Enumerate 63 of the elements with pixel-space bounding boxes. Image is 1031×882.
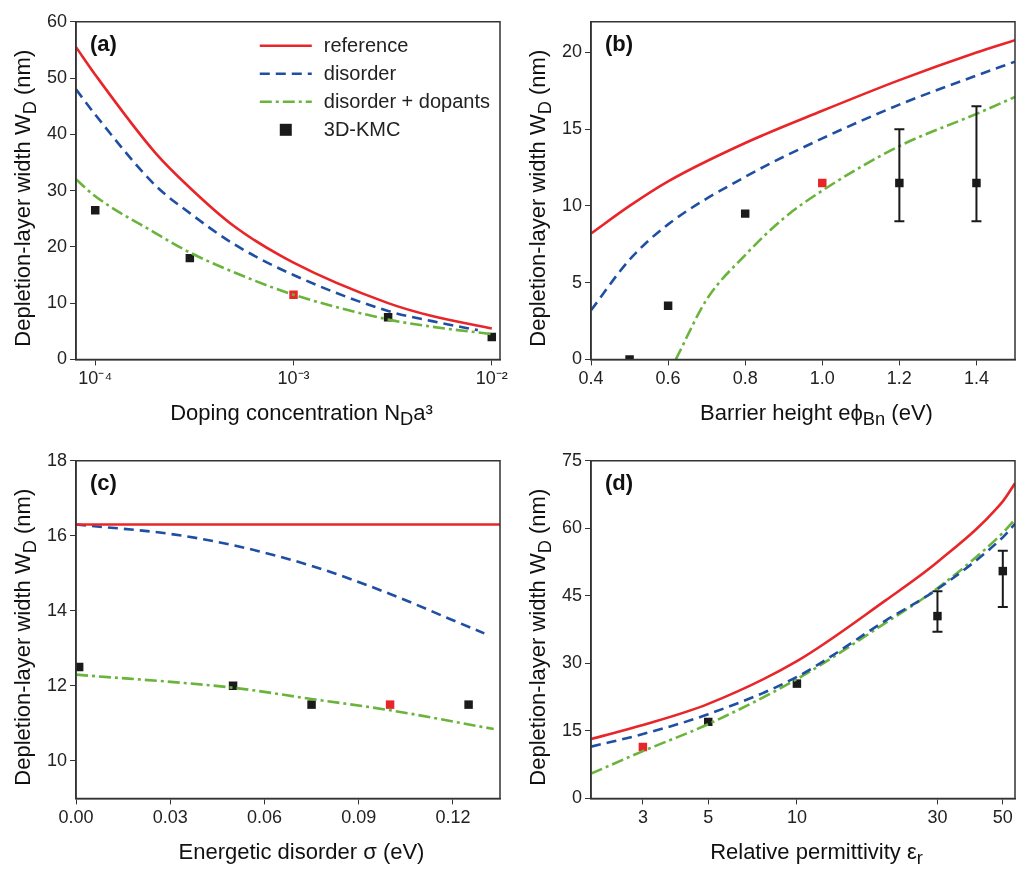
chart-title: (b) — [605, 30, 634, 56]
y-tick-label: 10 — [46, 292, 68, 313]
y-tick-label: 40 — [46, 123, 68, 144]
legend-label: disorder — [323, 62, 397, 85]
point — [818, 178, 827, 188]
y-tick-label: 60 — [561, 517, 583, 538]
legend-label: disorder + dopants — [323, 90, 491, 113]
y-tick-label: 0 — [572, 348, 583, 369]
x-tick-label: 5 — [703, 807, 714, 828]
x-tick-label: 0.03 — [152, 807, 188, 828]
y-tick-label: 16 — [46, 524, 68, 545]
y-tick-label: 12 — [46, 674, 68, 695]
x-tick-label: 10⁻⁴ — [78, 368, 113, 389]
x-axis-title: Relative permittivity ε$_{r}$ — [709, 839, 924, 870]
x-axis-title: Doping concentration N$_{D}$a³ — [169, 400, 434, 431]
x-tick-label: 0.06 — [246, 807, 282, 828]
y-tick-label: 18 — [46, 449, 68, 470]
x-tick-label: 10 — [786, 807, 807, 828]
x-tick-label: 3 — [637, 807, 648, 828]
x-tick-label: 0.6 — [655, 368, 681, 389]
chart-title: (c) — [90, 469, 117, 495]
x-axis-title: Barrier height eϕ$_{Bn}$ (eV) — [699, 400, 934, 431]
y-tick-label: 10 — [561, 194, 583, 215]
y-tick-label: 20 — [46, 235, 68, 256]
y-tick-label: 75 — [561, 449, 583, 470]
point — [464, 700, 473, 709]
y-tick-label: 5 — [572, 271, 583, 292]
x-tick-label: 1.2 — [886, 368, 912, 389]
x-tick-label: 1.4 — [963, 368, 989, 389]
y-tick-label: 30 — [46, 179, 68, 200]
y-tick-label: 10 — [46, 749, 68, 770]
point — [740, 209, 750, 218]
x-tick-label: 1.0 — [809, 368, 835, 389]
point — [385, 700, 395, 709]
x-tick-label: 0.4 — [578, 368, 604, 389]
y-tick-label: 0 — [57, 348, 68, 369]
line-series — [76, 673, 496, 731]
y-tick-label: 15 — [561, 719, 583, 740]
legend-label: 3D-KMC — [323, 118, 401, 141]
chart-title: (a) — [90, 30, 117, 56]
x-tick-label: 0.09 — [341, 807, 377, 828]
y-tick-label: 15 — [561, 118, 583, 139]
x-tick-label: 10⁻² — [475, 368, 508, 389]
y-tick-label: 60 — [46, 10, 68, 31]
y-tick-label: 50 — [46, 67, 68, 88]
line-series — [591, 60, 1015, 312]
chart-title: (d) — [605, 469, 634, 495]
x-tick-label: 0.12 — [435, 807, 471, 828]
y-tick-label: 30 — [561, 652, 583, 673]
x-tick-label: 10⁻³ — [277, 368, 310, 389]
point — [307, 700, 316, 709]
y-tick-label: 45 — [561, 584, 583, 605]
y-tick-label: 14 — [46, 599, 68, 620]
x-axis-title: Energetic disorder σ (eV) — [177, 839, 426, 865]
point — [663, 301, 673, 310]
line-series — [674, 95, 1015, 360]
x-tick-label: 0.00 — [58, 807, 94, 828]
x-tick-label: 0.8 — [732, 368, 758, 389]
x-tick-label: 30 — [927, 807, 948, 828]
legend-label: reference — [323, 34, 409, 57]
y-tick-label: 20 — [561, 41, 583, 62]
y-tick-label: 0 — [572, 787, 583, 808]
x-tick-label: 50 — [992, 807, 1013, 828]
